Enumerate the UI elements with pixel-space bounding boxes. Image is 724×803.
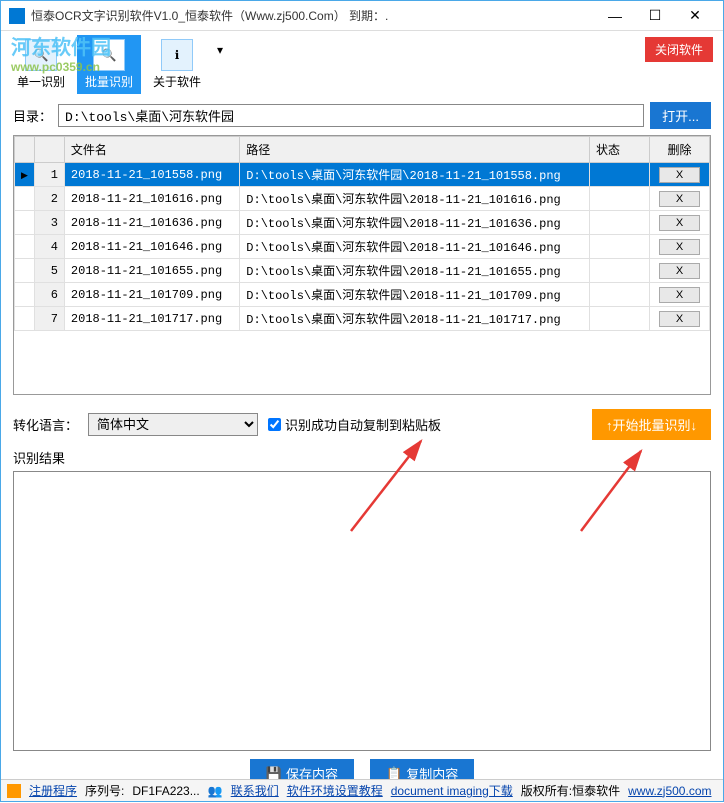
table-row[interactable]: 72018-11-21_101717.pngD:\tools\桌面\河东软件园\… [15,307,710,331]
table-row[interactable]: 12018-11-21_101558.pngD:\tools\桌面\河东软件园\… [15,163,710,187]
contact-icon: 👥 [208,784,223,798]
serial-label: 序列号: [85,782,124,799]
close-software-button[interactable]: 关闭软件 [645,37,713,62]
delete-row-button[interactable]: X [659,263,700,279]
serial-value: DF1FA223... [132,784,199,798]
col-index [34,137,64,163]
delete-row-button[interactable]: X [659,167,700,183]
doc-link[interactable]: document imaging下载 [391,782,513,799]
dir-input[interactable] [58,104,644,127]
lang-label: 转化语言： [13,415,78,434]
info-icon: ℹ [161,39,193,71]
result-textarea[interactable] [13,471,711,751]
table-row[interactable]: 42018-11-21_101646.pngD:\tools\桌面\河东软件园\… [15,235,710,259]
col-delete[interactable]: 删除 [650,137,710,163]
auto-copy-check[interactable] [268,418,281,431]
col-marker [15,137,35,163]
lang-select[interactable]: 简体中文 [88,413,258,436]
dir-label: 目录： [13,106,52,125]
register-link[interactable]: 注册程序 [29,782,77,799]
delete-row-button[interactable]: X [659,287,700,303]
maximize-button[interactable]: ☐ [635,2,675,30]
batch-icon: 🔍 [93,39,125,71]
delete-row-button[interactable]: X [659,215,700,231]
delete-row-button[interactable]: X [659,311,700,327]
tab-about[interactable]: ℹ 关于软件 [145,35,209,94]
delete-row-button[interactable]: X [659,239,700,255]
tab-batch[interactable]: 🔍 批量识别 [77,35,141,94]
site-link[interactable]: www.zj500.com [628,784,711,798]
table-row[interactable]: 62018-11-21_101709.pngD:\tools\桌面\河东软件园\… [15,283,710,307]
toolbar: 🔍 单一识别 🔍 批量识别 ℹ 关于软件 ▾ [1,31,723,94]
magnifier-icon: 🔍 [25,39,57,71]
copyright: 版权所有:恒泰软件 [521,782,620,799]
minimize-button[interactable]: — [595,2,635,30]
titlebar: 恒泰OCR文字识别软件V1.0_恒泰软件（Www.zj500.Com） 到期：.… [1,1,723,31]
file-table: 文件名 路径 状态 删除 12018-11-21_101558.pngD:\to… [13,135,711,395]
start-batch-button[interactable]: ↑开始批量识别↓ [592,409,711,440]
statusbar: 注册程序 序列号: DF1FA223... 👥 联系我们 软件环境设置教程 do… [1,779,723,801]
tab-single[interactable]: 🔍 单一识别 [9,35,73,94]
contact-link[interactable]: 联系我们 [231,782,279,799]
open-button[interactable]: 打开... [650,102,711,129]
app-icon [9,8,25,24]
table-row[interactable]: 32018-11-21_101636.pngD:\tools\桌面\河东软件园\… [15,211,710,235]
dropdown-icon[interactable]: ▾ [213,35,227,65]
result-label: 识别结果 [13,448,711,467]
col-status[interactable]: 状态 [590,137,650,163]
shield-icon [7,784,21,798]
table-row[interactable]: 52018-11-21_101655.pngD:\tools\桌面\河东软件园\… [15,259,710,283]
env-link[interactable]: 软件环境设置教程 [287,782,383,799]
close-button[interactable]: ✕ [675,2,715,30]
table-row[interactable]: 22018-11-21_101616.pngD:\tools\桌面\河东软件园\… [15,187,710,211]
auto-copy-checkbox[interactable]: 识别成功自动复制到粘贴板 [268,415,441,434]
window-title: 恒泰OCR文字识别软件V1.0_恒泰软件（Www.zj500.Com） 到期：. [31,7,595,24]
col-file[interactable]: 文件名 [64,137,239,163]
delete-row-button[interactable]: X [659,191,700,207]
col-path[interactable]: 路径 [240,137,590,163]
